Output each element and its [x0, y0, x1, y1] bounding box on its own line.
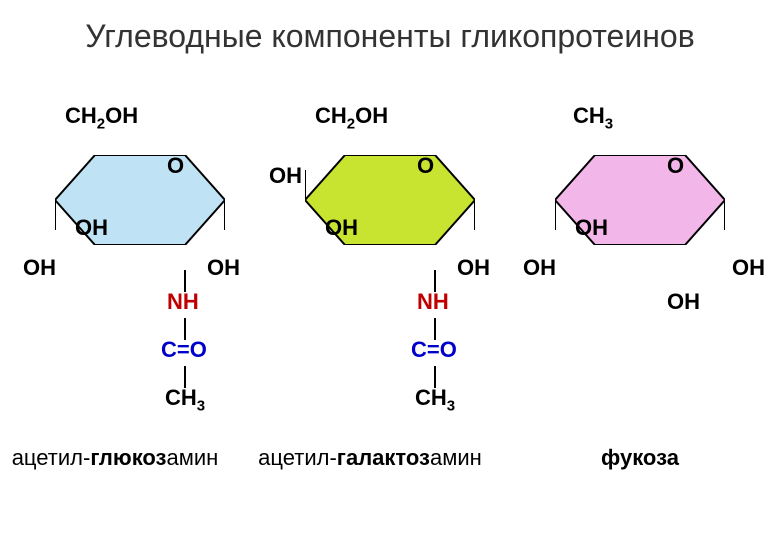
co-label: C=O: [161, 337, 207, 363]
oh-axial: OH: [667, 289, 700, 315]
oh-left-bottom: OH: [23, 255, 56, 281]
ring-oxygen: O: [667, 153, 684, 179]
oh-left-top: OH: [575, 215, 608, 241]
sugar-name-2: ацетил-галактозамин: [240, 445, 500, 471]
ring-oxygen: O: [417, 153, 434, 179]
sugar-name-1: ацетил-глюкозамин: [0, 445, 245, 471]
oh-left-top: OH: [75, 215, 108, 241]
oh-right-bottom: OH: [732, 255, 765, 281]
co-label: C=O: [411, 337, 457, 363]
nh-label: NH: [167, 289, 199, 315]
ch3-label: CH3: [165, 385, 205, 414]
top-label: CH3: [573, 103, 613, 132]
top-label: CH2OH: [315, 103, 388, 132]
top-label: CH2OH: [65, 103, 138, 132]
ring-oxygen: O: [167, 153, 184, 179]
oh-left-bottom: OH: [523, 255, 556, 281]
page-title: Углеводные компоненты гликопротеинов: [0, 18, 780, 55]
oh-left-bottom: OH: [325, 215, 358, 241]
ch3-label: CH3: [415, 385, 455, 414]
oh-right-bottom: OH: [457, 255, 490, 281]
sugar-name-3: фукоза: [510, 445, 770, 471]
nh-label: NH: [417, 289, 449, 315]
oh-axial-left: OH: [269, 163, 302, 189]
oh-right-bottom: OH: [207, 255, 240, 281]
